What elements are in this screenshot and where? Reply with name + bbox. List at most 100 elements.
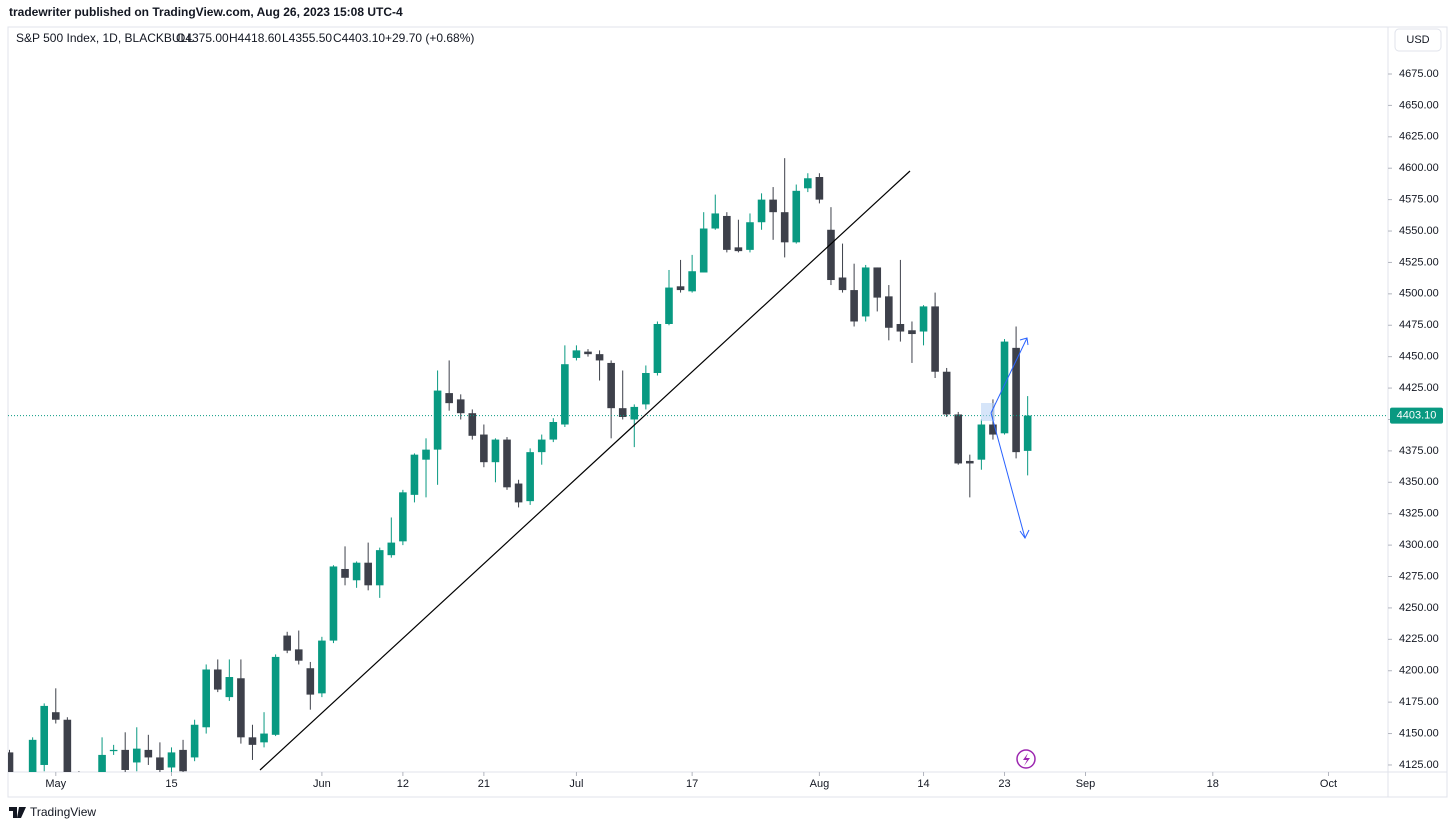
publisher: tradewriter published on TradingView.com…	[9, 5, 403, 19]
arrow-up	[990, 337, 1028, 414]
y-tick-label: 4625.00	[1399, 131, 1439, 143]
candle-body	[109, 749, 118, 752]
drawings	[259, 170, 1036, 771]
candle-body	[549, 421, 558, 440]
candle-body	[572, 350, 581, 358]
y-tick-label: 4200.00	[1399, 665, 1439, 677]
legend-low: L4355.50	[282, 31, 332, 45]
candle-body	[190, 724, 199, 758]
x-tick-label: 17	[686, 778, 698, 790]
candle-body	[827, 229, 835, 281]
price-label-box	[1390, 407, 1443, 424]
candle-body	[248, 737, 257, 745]
candle-body	[1000, 341, 1009, 434]
candle-body	[156, 757, 164, 770]
trend-line	[259, 170, 911, 771]
candle-body	[723, 215, 731, 250]
candle-body	[468, 413, 477, 436]
candle-body	[329, 566, 338, 641]
candle-body	[63, 719, 72, 772]
candle-body	[699, 228, 708, 273]
candle-body	[665, 287, 673, 324]
arrow-head	[1019, 337, 1029, 346]
x-tick-label: Jun	[313, 778, 331, 790]
candle-body	[225, 677, 234, 698]
y-tick-label: 4175.00	[1399, 696, 1439, 708]
y-tick-label: 4250.00	[1399, 602, 1439, 614]
y-tick-label: 4275.00	[1399, 570, 1439, 582]
y-tick-label: 4150.00	[1399, 727, 1439, 739]
arrow-head	[1019, 529, 1030, 539]
candle-body	[341, 568, 349, 578]
candle-body	[364, 562, 372, 586]
candle-body	[375, 550, 384, 586]
candle-body	[40, 705, 49, 765]
candle-body	[213, 669, 222, 690]
candle-body	[422, 449, 430, 460]
x-tick-label: Aug	[810, 778, 830, 790]
legend: S&P 500 Index, 1D, BLACKBULL O4375.00 H4…	[16, 31, 474, 45]
candle-body	[202, 669, 210, 728]
x-tick-label: 23	[998, 778, 1010, 790]
legend-change: +29.70 (+0.68%)	[385, 31, 474, 45]
y-tick-label: 4425.00	[1399, 382, 1439, 394]
arrow-down	[990, 412, 1026, 539]
y-tick-label: 4500.00	[1399, 288, 1439, 300]
x-tick-label: 12	[397, 778, 409, 790]
candle-body	[861, 267, 870, 317]
event-icon[interactable]	[1016, 749, 1036, 769]
x-tick-label: 14	[917, 778, 929, 790]
x-tick-label: Sep	[1076, 778, 1096, 790]
legend-open: O4375.00	[176, 31, 229, 45]
candle-body	[792, 190, 801, 243]
price-label: 4403.10	[1397, 409, 1437, 421]
candle-body	[503, 439, 511, 488]
x-tick-label: May	[45, 778, 66, 790]
candle-body	[688, 271, 696, 292]
candle-body	[838, 277, 847, 291]
candle-body	[769, 199, 777, 213]
legend-symbol: S&P 500 Index, 1D, BLACKBULL	[16, 31, 194, 45]
candle-body	[144, 749, 153, 758]
candle-body	[1012, 347, 1020, 453]
candle-body	[584, 351, 592, 355]
x-tick-label: 21	[478, 778, 490, 790]
candle-body	[873, 267, 882, 298]
candle-body	[977, 424, 986, 460]
candle-body	[1023, 415, 1032, 451]
candle-body	[804, 178, 812, 189]
currency-button[interactable]	[1394, 28, 1442, 52]
candle-body	[480, 434, 488, 463]
candle-body	[676, 286, 685, 291]
candle-body	[885, 296, 893, 328]
candle-body	[642, 372, 650, 405]
candle-body	[942, 371, 951, 415]
candle-body	[630, 406, 639, 420]
candle-body	[919, 306, 928, 332]
y-tick-label: 4575.00	[1399, 194, 1439, 206]
y-tick-label: 4375.00	[1399, 445, 1439, 457]
candle-body	[410, 454, 419, 495]
candle-body	[537, 439, 546, 453]
y-tick-label: 4675.00	[1399, 68, 1439, 80]
legend-close: C4403.10	[333, 31, 385, 45]
candle-body	[260, 733, 268, 743]
candle-body	[28, 739, 37, 772]
x-tick-label: 18	[1207, 778, 1219, 790]
candle-body	[491, 439, 500, 463]
event-icon-bolt	[1023, 753, 1030, 766]
candle-body	[167, 752, 176, 768]
candle-body	[908, 330, 916, 335]
x-tick-label: Oct	[1320, 778, 1337, 790]
x-tick-label: 15	[165, 778, 177, 790]
candle-body	[352, 562, 361, 581]
candle-body	[399, 492, 407, 542]
candle-body	[294, 649, 303, 661]
y-tick-label: 4125.00	[1399, 759, 1439, 771]
y-tick-label: 4300.00	[1399, 539, 1439, 551]
y-tick-label: 4650.00	[1399, 99, 1439, 111]
y-tick-label: 4525.00	[1399, 256, 1439, 268]
